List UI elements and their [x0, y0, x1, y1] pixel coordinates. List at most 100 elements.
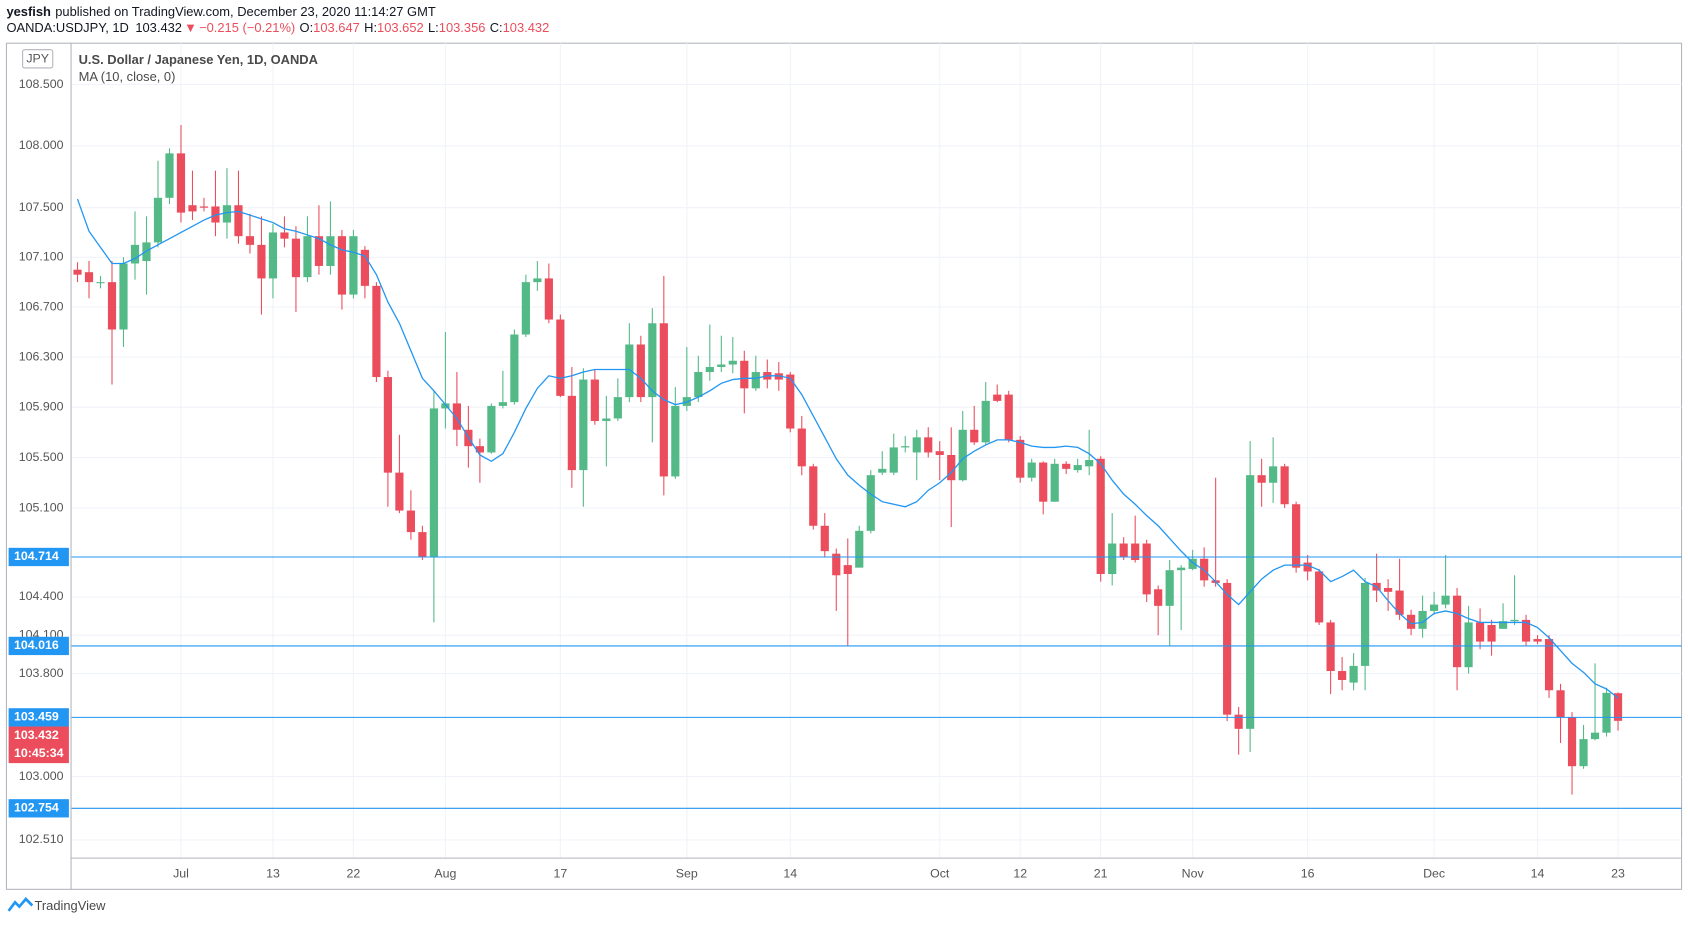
candle-body: [452, 403, 461, 430]
x-tick-label: 12: [1013, 867, 1027, 881]
candle-body: [153, 197, 163, 243]
candle-body: [1039, 462, 1048, 502]
candle-body: [751, 372, 760, 389]
candle-body: [1533, 639, 1542, 642]
x-tick-label: 17: [553, 867, 567, 881]
candle-body: [1429, 604, 1439, 611]
candle-body: [1361, 582, 1370, 666]
y-tick-label: 107.500: [19, 200, 64, 214]
candle-body: [245, 236, 255, 245]
x-tick-label: Dec: [1423, 867, 1445, 881]
candle-body: [487, 405, 496, 453]
candle-body: [1602, 692, 1611, 733]
legend-entry: MA (10, close, 0): [79, 69, 176, 84]
ohlc-value: 103.432: [503, 21, 550, 36]
chart-title: U.S. Dollar / Japanese Yen, 1D, OANDA: [79, 52, 318, 67]
price-label: 103.459: [14, 710, 59, 724]
candle-body: [222, 205, 232, 223]
candle-body: [912, 437, 921, 453]
y-tick-label: 108.000: [19, 138, 64, 152]
candle-body: [498, 402, 507, 406]
y-tick-label: 104.400: [19, 589, 64, 603]
candle-body: [901, 446, 910, 448]
candle-body: [556, 319, 565, 396]
countdown: 10:45:34: [14, 746, 64, 760]
candle-body: [1223, 582, 1232, 715]
x-tick-label: 22: [347, 867, 361, 881]
candle-body: [694, 372, 703, 398]
candle-body: [199, 206, 209, 208]
candle-body: [1441, 595, 1450, 605]
candle-body: [1154, 589, 1163, 606]
current-price: 103.432: [14, 728, 59, 742]
price-label-box: [8, 636, 69, 656]
price-label: 104.714: [14, 549, 59, 563]
candle-body: [533, 278, 542, 283]
candle-body: [441, 403, 450, 409]
candle-body: [1280, 466, 1289, 505]
candle-body: [843, 565, 852, 575]
candle-body: [130, 244, 140, 264]
x-tick-label: Jul: [173, 867, 189, 881]
candle-body: [1119, 543, 1128, 558]
candle-body: [326, 236, 335, 266]
candle-body: [96, 282, 105, 284]
price-label-box: [8, 799, 69, 818]
candle-body: [970, 429, 979, 443]
candle-body: [935, 451, 944, 455]
candle-body: [1257, 475, 1266, 483]
y-tick-label: 105.100: [19, 500, 64, 514]
candle-body: [291, 238, 301, 278]
candle-body: [1452, 595, 1462, 668]
ma-line: [76, 198, 1619, 699]
chart-frame: [5, 42, 1683, 890]
ohlc-value: 103.356: [439, 21, 486, 36]
price-label-box: [8, 547, 69, 567]
candle-body: [1108, 543, 1117, 575]
candle-body: [349, 236, 358, 295]
candle-body: [981, 400, 990, 443]
candle-body: [1338, 671, 1347, 681]
candle-body: [1613, 693, 1623, 721]
candle-body: [717, 364, 726, 368]
y-tick-label: 108.500: [19, 77, 64, 91]
candle-body: [1073, 465, 1082, 471]
candle-body: [1464, 622, 1473, 668]
candle-body: [1395, 590, 1404, 615]
candle-body: [820, 525, 829, 552]
y-tick-label: 103.800: [19, 666, 64, 680]
symbol-line: OANDA:USDJPY, 1D 103.432 ▼ −0.215 (−0.21%) O…: [6, 21, 549, 36]
candle-body: [268, 232, 278, 279]
candle-body: [1096, 458, 1105, 575]
author: yesfish: [6, 4, 51, 19]
candle-body: [740, 360, 749, 389]
candle-body: [1590, 732, 1600, 740]
candle-body: [1384, 588, 1393, 592]
candle-body: [383, 377, 393, 473]
candle-body: [924, 437, 933, 453]
change: −0.215 (−0.21%): [199, 21, 295, 36]
brand: TradingView: [34, 898, 106, 913]
x-tick-label: 13: [266, 867, 280, 881]
price-label-box: [8, 708, 69, 727]
y-tick-label: 105.900: [19, 399, 64, 413]
candle-body: [418, 532, 427, 558]
candle-body: [1050, 463, 1059, 502]
candle-body: [636, 344, 645, 398]
symbol: OANDA:USDJPY, 1D: [6, 21, 128, 36]
candle-body: [648, 323, 657, 398]
candle-body: [1579, 739, 1588, 767]
candle-body: [613, 397, 622, 419]
candle-body: [1544, 639, 1554, 691]
candle-body: [1498, 621, 1508, 629]
candle-body: [728, 360, 737, 365]
candle-body: [107, 282, 117, 330]
marks: [71, 125, 1682, 809]
direction: ▼: [184, 21, 197, 36]
y-tick-label: 105.500: [19, 450, 64, 464]
candle-body: [1062, 463, 1071, 469]
x-tick-label: 23: [1611, 867, 1625, 881]
candle-body: [1131, 543, 1140, 561]
